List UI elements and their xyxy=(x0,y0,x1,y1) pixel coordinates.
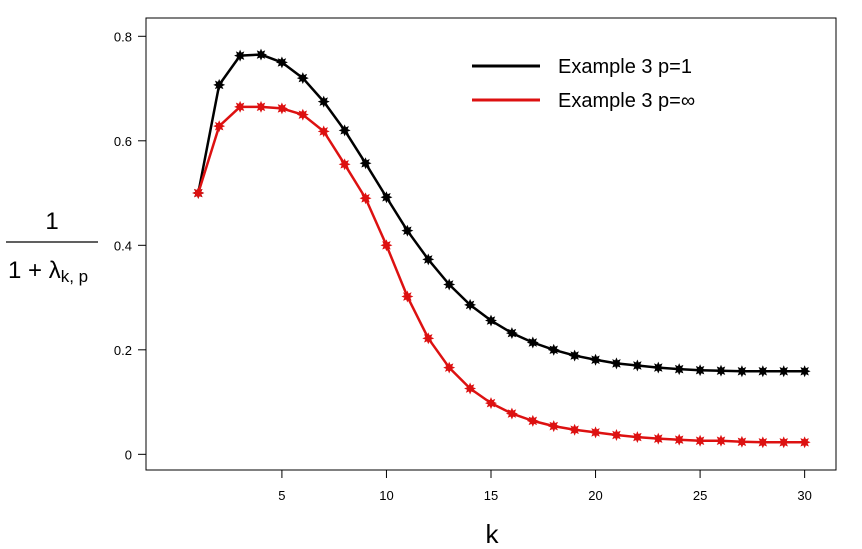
legend-label-series-1: Example 3 p=1 xyxy=(558,56,692,78)
legend-label-series-2: Example 3 p=∞ xyxy=(558,90,695,112)
y-axis-label-denominator-subscript: k, p xyxy=(61,267,88,286)
data-point xyxy=(443,278,456,291)
y-axis-label: 1 1 + λk, p xyxy=(6,208,98,286)
data-point xyxy=(631,359,644,372)
series-2 xyxy=(192,100,811,449)
data-point xyxy=(715,364,727,377)
data-point xyxy=(443,361,456,374)
y-tick-label: 0.4 xyxy=(114,238,132,253)
data-point xyxy=(610,429,623,441)
data-point xyxy=(359,157,372,170)
data-point xyxy=(798,365,811,378)
data-point xyxy=(234,100,247,113)
x-tick-label: 5 xyxy=(278,488,285,503)
data-point xyxy=(756,365,769,378)
data-point xyxy=(526,414,539,427)
y-tick-label: 0.8 xyxy=(114,29,132,44)
data-point xyxy=(735,435,748,448)
x-axis-label: k xyxy=(486,519,500,549)
data-point xyxy=(275,102,288,115)
data-point xyxy=(526,336,539,349)
series-layer xyxy=(192,48,811,449)
data-point xyxy=(652,432,665,445)
x-tick-label: 30 xyxy=(797,488,811,503)
data-point xyxy=(234,49,247,62)
data-point xyxy=(485,397,497,410)
data-point xyxy=(568,349,581,362)
data-point xyxy=(589,353,602,366)
data-point xyxy=(422,253,435,266)
series-1 xyxy=(192,48,811,378)
y-tick-label: 0.6 xyxy=(114,134,132,149)
data-point xyxy=(213,78,226,91)
data-point xyxy=(505,327,518,340)
data-point xyxy=(715,434,727,447)
data-point xyxy=(380,191,393,204)
data-point xyxy=(255,48,267,61)
x-tick-label: 20 xyxy=(588,488,602,503)
data-point xyxy=(422,332,435,345)
data-point xyxy=(568,423,581,436)
series-line xyxy=(197,53,805,373)
data-point xyxy=(464,298,477,311)
data-point xyxy=(359,192,372,205)
data-point xyxy=(317,125,330,138)
data-point xyxy=(255,100,267,113)
data-point xyxy=(213,120,226,133)
x-tick-label: 15 xyxy=(484,488,498,503)
data-point xyxy=(756,436,769,449)
data-point xyxy=(547,420,560,433)
data-point xyxy=(401,224,414,237)
y-tick-label: 0 xyxy=(125,447,132,462)
series-line xyxy=(197,105,805,444)
y-axis-label-denominator-main: 1 + λ xyxy=(8,257,61,284)
data-point xyxy=(694,434,707,447)
data-point xyxy=(735,365,748,378)
legend: Example 3 p=1 Example 3 p=∞ xyxy=(472,56,695,112)
data-point xyxy=(777,365,790,378)
data-point xyxy=(798,436,811,449)
data-point xyxy=(505,407,518,420)
data-point xyxy=(777,436,790,449)
y-axis: 0 0.2 0.4 0.6 0.8 xyxy=(114,29,146,462)
x-tick-label: 25 xyxy=(693,488,707,503)
data-point xyxy=(547,343,560,356)
y-axis-label-denominator: 1 + λk, p xyxy=(8,257,88,286)
data-point xyxy=(694,364,707,377)
data-point xyxy=(192,187,205,200)
data-point xyxy=(610,357,623,370)
data-point xyxy=(338,158,351,171)
data-point xyxy=(275,56,288,69)
data-point xyxy=(401,290,414,303)
data-point xyxy=(296,108,309,121)
x-tick-label: 10 xyxy=(379,488,393,503)
data-point xyxy=(317,95,330,108)
y-axis-label-numerator: 1 xyxy=(45,208,58,235)
data-point xyxy=(338,124,351,137)
data-point xyxy=(673,363,686,376)
data-point xyxy=(296,72,309,85)
data-point xyxy=(485,314,497,327)
data-point xyxy=(589,426,602,439)
data-point xyxy=(673,433,686,446)
data-point xyxy=(631,431,644,444)
data-point xyxy=(652,361,665,374)
data-point xyxy=(380,239,393,252)
x-axis: 5 10 15 20 25 30 xyxy=(278,470,812,503)
y-tick-label: 0.2 xyxy=(114,343,132,358)
data-point xyxy=(464,382,477,395)
